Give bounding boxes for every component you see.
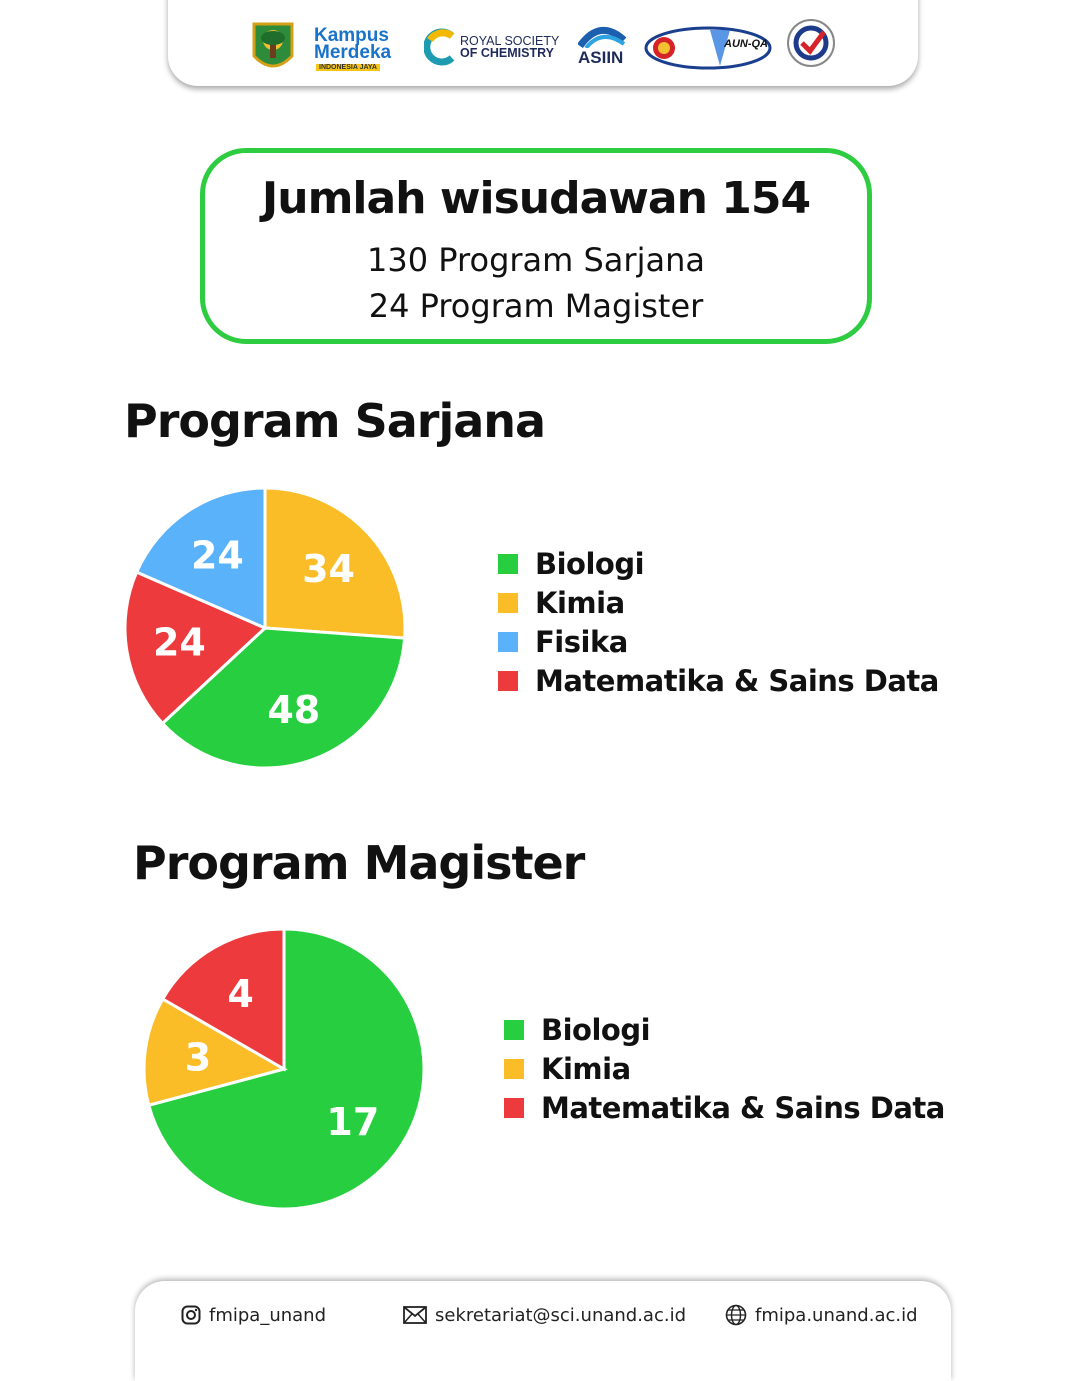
legend-item-kimia: Kimia [504, 1049, 945, 1088]
instagram-icon [181, 1305, 201, 1325]
aunqa-text: AUN-QA [724, 38, 768, 50]
summary-title: Jumlah wisudawan 154 [261, 173, 811, 224]
sarjana-chart-title: Program Sarjana [124, 394, 546, 448]
legend-label: Kimia [541, 1051, 631, 1086]
pie-value-label: 48 [267, 688, 320, 732]
pie-value-label: 34 [302, 547, 355, 591]
legend-swatch-green [504, 1019, 524, 1040]
pie-slice-matematika-sains-data [160, 927, 286, 1072]
legend-label: Biologi [541, 1012, 651, 1047]
logo-bar: Kampus Merdeka INDONESIA JAYA ROYAL SOCI… [168, 0, 918, 86]
unand-logo [252, 22, 294, 68]
legend-label: Matematika & Sains Data [541, 1090, 945, 1125]
legend-label: Matematika & Sains Data [535, 663, 939, 698]
pie-slice-matematika-sains-data [123, 570, 268, 726]
asiin-text: ASIIN [578, 48, 624, 67]
asiin-arc-icon [578, 27, 626, 48]
email-address: sekretariat@sci.unand.ac.id [435, 1304, 687, 1326]
pie-value-label: 4 [227, 972, 253, 1016]
magister-legend: Biologi Kimia Matematika & Sains Data [504, 1010, 945, 1127]
legend-swatch-yellow [504, 1058, 524, 1079]
legend-swatch-blue [498, 631, 518, 652]
kampus-merdeka-line2: Merdeka [314, 42, 392, 63]
pie-value-label: 24 [191, 533, 244, 577]
footer-contact-bar: fmipa_unand sekretariat@sci.unand.ac.id … [135, 1281, 951, 1381]
legend-item-matematika: Matematika & Sains Data [504, 1088, 945, 1127]
summary-box: Jumlah wisudawan 154 130 Program Sarjana… [200, 148, 872, 344]
legend-swatch-yellow [498, 592, 518, 613]
legend-swatch-green [498, 553, 518, 574]
pie-slice-kimia [263, 486, 407, 640]
legend-swatch-red [504, 1097, 524, 1118]
website-url: fmipa.unand.ac.id [755, 1304, 918, 1326]
pie-value-label: 24 [153, 621, 206, 665]
rsc-c-icon [424, 28, 455, 66]
legend-swatch-red [498, 670, 518, 691]
instagram-handle: fmipa_unand [209, 1304, 327, 1326]
email-link[interactable]: sekretariat@sci.unand.ac.id [403, 1301, 686, 1329]
website-link[interactable]: fmipa.unand.ac.id [725, 1301, 918, 1329]
magister-chart-title: Program Magister [133, 836, 585, 890]
pie-value-label: 17 [326, 1100, 379, 1144]
legend-item-biologi: Biologi [498, 544, 939, 583]
sarjana-legend: Biologi Kimia Fisika Matematika & Sains … [498, 544, 939, 700]
kampus-merdeka-tag: INDONESIA JAYA [316, 64, 380, 71]
sarjana-pie-chart: 34 48 24 24 [123, 486, 407, 770]
email-icon [403, 1306, 427, 1324]
rsc-line2: OF CHEMISTRY [460, 46, 554, 60]
legend-label: Biologi [535, 546, 645, 581]
globe-icon [725, 1304, 747, 1326]
kampus-merdeka-line1: Kampus [314, 25, 389, 46]
rsc-line1: ROYAL SOCIETY [460, 34, 560, 48]
summary-sarjana-count: 130 Program Sarjana [367, 241, 705, 279]
legend-item-fisika: Fisika [498, 622, 939, 661]
legend-label: Fisika [535, 624, 628, 659]
pie-slice-biologi [160, 626, 407, 770]
instagram-link[interactable]: fmipa_unand [181, 1301, 326, 1329]
quality-check-badge-icon [787, 19, 835, 67]
legend-item-matematika: Matematika & Sains Data [498, 661, 939, 700]
pie-slice-kimia [142, 996, 288, 1108]
pie-slice-fisika [134, 486, 267, 631]
aunqa-logo [644, 26, 772, 70]
legend-label: Kimia [535, 585, 625, 620]
pie-value-label: 3 [185, 1036, 211, 1080]
legend-item-biologi: Biologi [504, 1010, 945, 1049]
legend-item-kimia: Kimia [498, 583, 939, 622]
summary-magister-count: 24 Program Magister [368, 287, 704, 325]
